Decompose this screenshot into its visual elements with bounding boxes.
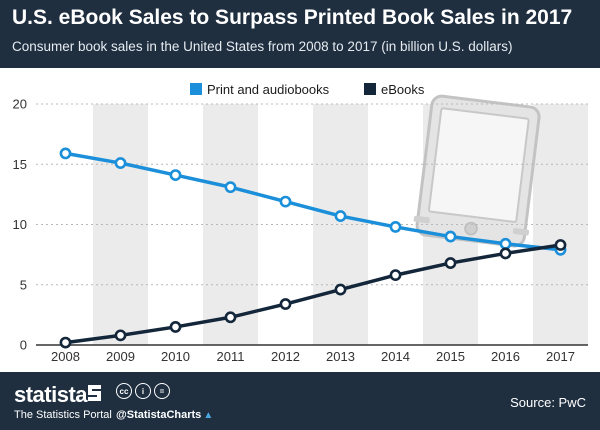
series-line-print-and-audiobooks — [65, 151, 561, 252]
x-tick-label-2008: 2008 — [51, 349, 80, 364]
point-print-and-audiobooks-2009 — [114, 157, 127, 169]
point-print-and-audiobooks-2011 — [224, 181, 237, 194]
point-print-and-audiobooks-2008 — [59, 147, 72, 160]
twitter-handle[interactable]: @StatistaCharts ▲ — [116, 409, 213, 421]
point-print-and-audiobooks-2015 — [444, 230, 457, 243]
point-ebooks-2013 — [334, 283, 347, 296]
x-tick-label-2014: 2014 — [381, 349, 410, 364]
tablet-icon — [413, 94, 541, 248]
attribution-icon: i — [135, 383, 151, 399]
point-ebooks-2012 — [279, 298, 292, 310]
legend: Print and audiobooks eBooks — [190, 82, 425, 97]
point-print-and-audiobooks-2012 — [279, 195, 292, 208]
footer: statista The Statistics Portal cc i = @S… — [0, 372, 600, 430]
statista-tagline: The Statistics Portal — [14, 409, 112, 421]
legend-swatch-print-and-audiobooks — [190, 83, 202, 95]
legend-label-ebooks: eBooks — [381, 82, 425, 97]
x-tick-label-2010: 2010 — [161, 349, 190, 364]
point-ebooks-2009 — [114, 329, 127, 342]
y-tick-label-10: 10 — [13, 217, 27, 232]
x-tick-label-2017: 2017 — [546, 349, 575, 364]
no-derivatives-icon: = — [154, 383, 170, 399]
point-ebooks-2011 — [224, 311, 237, 324]
y-axis-ticks: 0 5 10 15 20 — [13, 97, 27, 353]
source-note: Source: PwC — [510, 395, 586, 410]
y-tick-label-15: 15 — [13, 157, 27, 172]
point-ebooks-2017 — [554, 239, 567, 251]
series-line-ebooks — [65, 243, 561, 345]
y-tick-label-0: 0 — [20, 338, 27, 353]
x-tick-label-2016: 2016 — [491, 349, 520, 364]
point-print-and-audiobooks-2014 — [389, 221, 402, 233]
point-ebooks-2008 — [59, 336, 72, 349]
chart-subtitle: Consumer book sales in the United States… — [12, 39, 513, 54]
chart-title: U.S. eBook Sales to Surpass Printed Book… — [12, 6, 573, 29]
twitter-bird-icon: ▲ — [203, 410, 214, 421]
point-ebooks-2016 — [499, 247, 512, 260]
x-tick-label-2009: 2009 — [106, 349, 135, 364]
x-tick-label-2015: 2015 — [436, 349, 465, 364]
statista-logo[interactable]: statista — [14, 382, 88, 407]
x-tick-label-2012: 2012 — [271, 349, 300, 364]
x-tick-label-2013: 2013 — [326, 349, 355, 364]
point-print-and-audiobooks-2013 — [334, 210, 347, 222]
header: U.S. eBook Sales to Surpass Printed Book… — [0, 0, 600, 68]
license-icons[interactable]: cc i = — [116, 383, 170, 399]
point-print-and-audiobooks-2016 — [499, 237, 512, 250]
series-lines — [59, 147, 567, 349]
legend-label-print-and-audiobooks: Print and audiobooks — [207, 82, 330, 97]
point-ebooks-2014 — [389, 269, 402, 282]
y-tick-label-5: 5 — [20, 277, 27, 292]
x-tick-label-2011: 2011 — [217, 349, 245, 364]
line-chart: 0 5 10 15 20 2008 2009 2010 2011 2012 2013 2014 201… — [13, 82, 588, 364]
twitter-handle-text: @StatistaCharts — [116, 409, 202, 421]
creative-commons-icon: cc — [116, 383, 132, 399]
point-ebooks-2015 — [444, 257, 457, 269]
point-print-and-audiobooks-2010 — [169, 169, 182, 181]
legend-swatch-ebooks — [364, 83, 376, 95]
point-ebooks-2010 — [169, 321, 182, 333]
statista-logo-mark-icon — [88, 385, 101, 401]
x-axis-ticks: 2008 2009 2010 2011 2012 2013 2014 2015 2016 2017 — [51, 349, 575, 364]
y-tick-label-20: 20 — [13, 97, 27, 112]
